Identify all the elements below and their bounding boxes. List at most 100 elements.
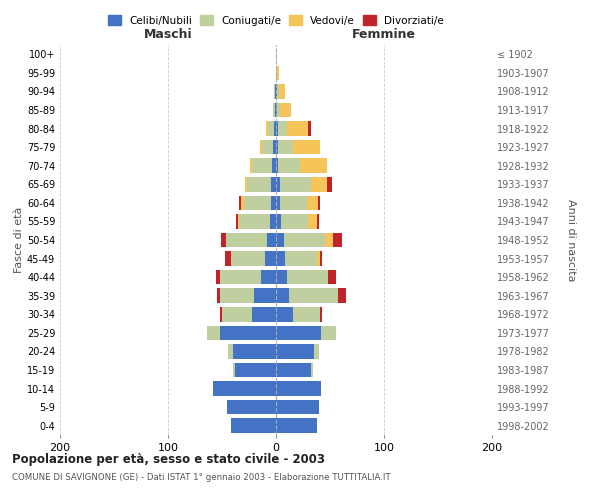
Bar xyxy=(227,400,276,414)
Bar xyxy=(276,307,293,322)
Bar xyxy=(236,214,238,228)
Bar xyxy=(287,270,328,284)
Bar xyxy=(247,177,271,192)
Bar xyxy=(239,214,269,228)
Bar xyxy=(293,140,320,154)
Bar xyxy=(220,307,222,322)
Bar xyxy=(317,252,320,266)
Bar xyxy=(280,103,291,117)
Bar xyxy=(207,326,220,340)
Bar xyxy=(307,196,318,210)
Bar xyxy=(276,382,322,396)
Bar xyxy=(278,158,300,173)
Bar xyxy=(276,252,284,266)
Bar xyxy=(241,196,244,210)
Bar xyxy=(320,307,322,322)
Text: Popolazione per età, sesso e stato civile - 2003: Popolazione per età, sesso e stato civil… xyxy=(12,452,325,466)
Bar xyxy=(265,252,276,266)
Bar xyxy=(276,84,277,98)
Bar xyxy=(318,196,320,210)
Y-axis label: Fasce di età: Fasce di età xyxy=(14,207,24,273)
Bar xyxy=(311,177,327,192)
Bar xyxy=(276,270,287,284)
Bar xyxy=(277,103,280,117)
Bar xyxy=(261,270,276,284)
Bar xyxy=(314,344,319,358)
Bar xyxy=(220,270,261,284)
Bar xyxy=(271,177,276,192)
Bar xyxy=(276,400,319,414)
Bar xyxy=(268,122,274,136)
Bar xyxy=(333,233,342,247)
Bar xyxy=(252,158,272,173)
Bar xyxy=(276,196,280,210)
Bar xyxy=(317,214,319,228)
Bar xyxy=(230,418,276,433)
Bar xyxy=(260,140,262,154)
Bar xyxy=(238,214,239,228)
Bar xyxy=(276,122,278,136)
Bar xyxy=(328,270,337,284)
Bar xyxy=(276,344,314,358)
Bar xyxy=(233,363,235,377)
Bar xyxy=(281,214,308,228)
Bar xyxy=(273,140,276,154)
Bar xyxy=(280,196,307,210)
Bar xyxy=(327,177,332,192)
Bar xyxy=(229,344,233,358)
Bar xyxy=(308,214,317,228)
Bar xyxy=(308,122,311,136)
Bar xyxy=(272,158,276,173)
Bar xyxy=(278,140,293,154)
Bar xyxy=(284,252,317,266)
Bar xyxy=(276,66,277,80)
Bar xyxy=(287,122,308,136)
Bar xyxy=(245,177,247,192)
Bar xyxy=(276,288,289,303)
Bar xyxy=(276,326,322,340)
Bar xyxy=(222,307,252,322)
Bar xyxy=(300,158,327,173)
Bar xyxy=(278,122,287,136)
Bar xyxy=(276,214,281,228)
Bar xyxy=(276,233,284,247)
Bar xyxy=(289,288,338,303)
Bar xyxy=(338,288,346,303)
Bar xyxy=(252,307,276,322)
Bar xyxy=(244,196,271,210)
Bar xyxy=(274,122,276,136)
Bar xyxy=(273,103,275,117)
Bar xyxy=(230,252,265,266)
Bar xyxy=(262,140,273,154)
Bar xyxy=(276,103,277,117)
Bar xyxy=(293,307,320,322)
Bar xyxy=(269,214,276,228)
Bar xyxy=(325,233,333,247)
Bar xyxy=(271,196,276,210)
Bar xyxy=(280,177,311,192)
Bar xyxy=(320,252,322,266)
Bar xyxy=(217,288,220,303)
Text: Maschi: Maschi xyxy=(143,28,193,42)
Bar xyxy=(239,196,241,210)
Bar xyxy=(277,66,279,80)
Bar xyxy=(276,140,278,154)
Bar xyxy=(233,344,276,358)
Bar xyxy=(279,84,284,98)
Bar xyxy=(276,158,278,173)
Bar xyxy=(250,158,252,173)
Bar xyxy=(235,363,276,377)
Y-axis label: Anni di nascita: Anni di nascita xyxy=(566,198,577,281)
Bar xyxy=(220,326,276,340)
Bar xyxy=(226,233,268,247)
Bar xyxy=(266,122,268,136)
Bar xyxy=(276,363,311,377)
Bar xyxy=(220,288,254,303)
Bar xyxy=(274,84,275,98)
Bar xyxy=(276,177,280,192)
Legend: Celibi/Nubili, Coniugati/e, Vedovi/e, Divorziati/e: Celibi/Nubili, Coniugati/e, Vedovi/e, Di… xyxy=(104,11,448,30)
Bar xyxy=(275,84,276,98)
Bar xyxy=(268,233,276,247)
Bar xyxy=(221,233,226,247)
Text: COMUNE DI SAVIGNONE (GE) - Dati ISTAT 1° gennaio 2003 - Elaborazione TUTTITALIA.: COMUNE DI SAVIGNONE (GE) - Dati ISTAT 1°… xyxy=(12,472,391,482)
